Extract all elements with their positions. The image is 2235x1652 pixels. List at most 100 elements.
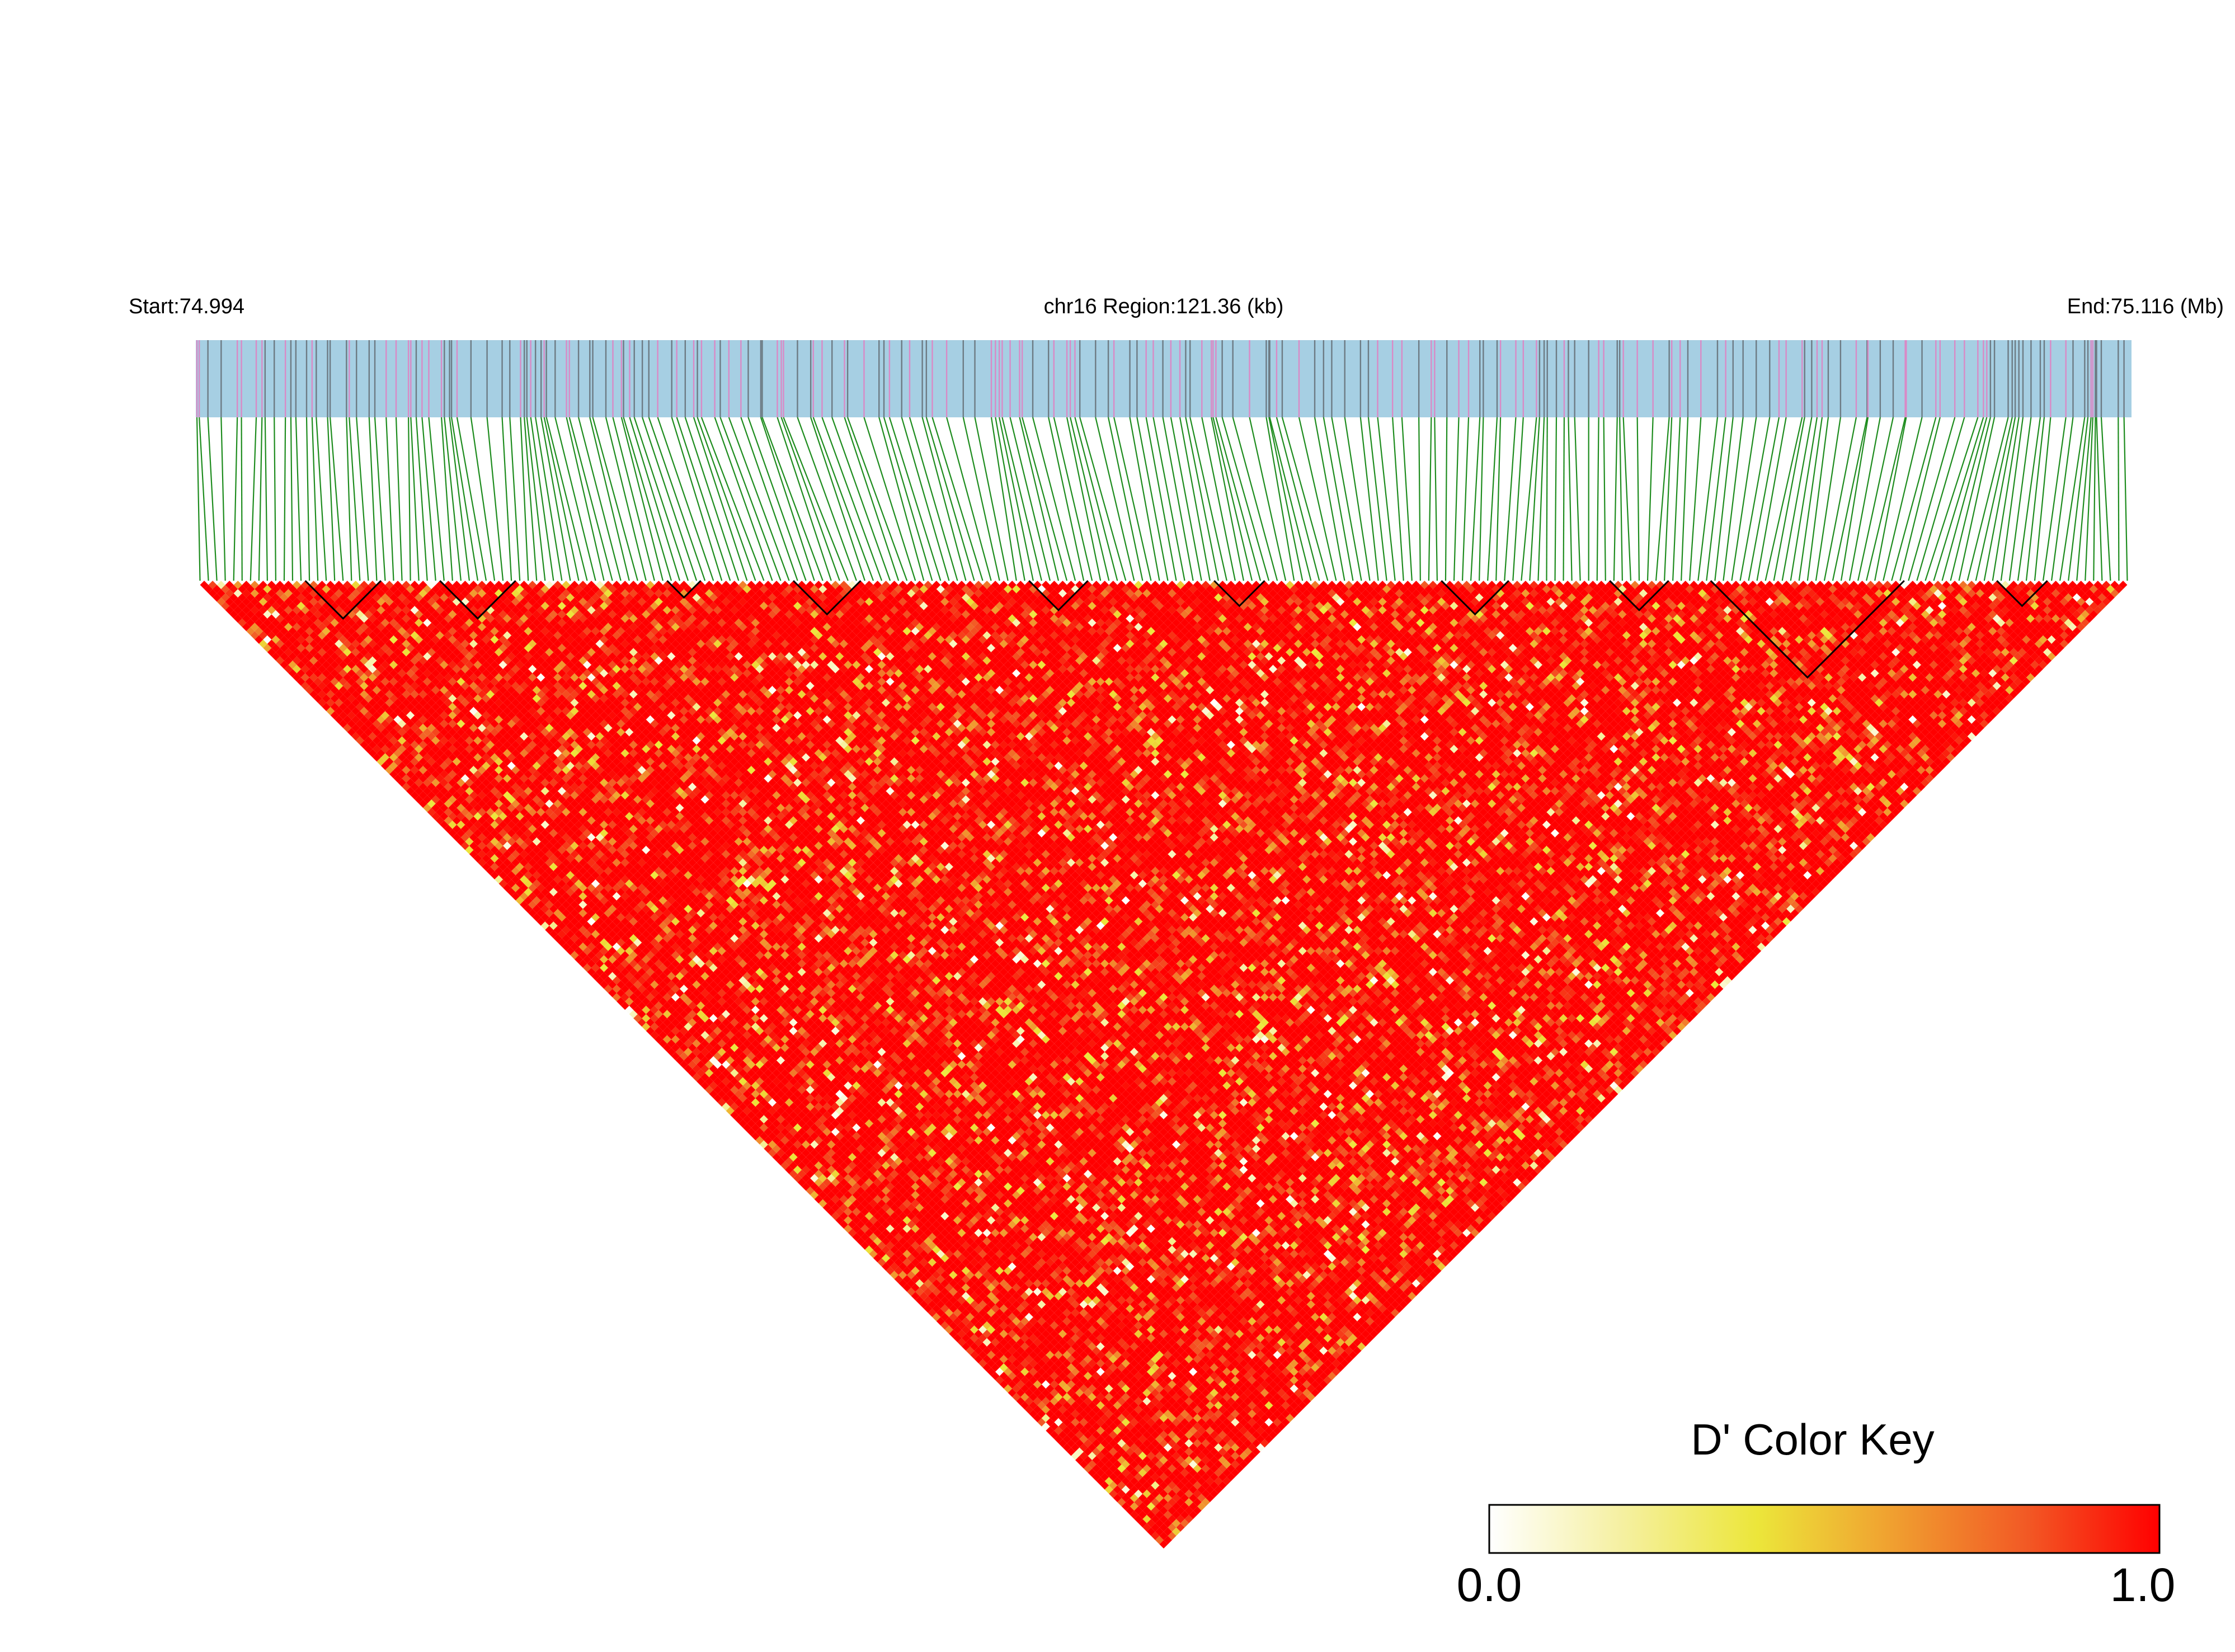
ld-cell — [1041, 1405, 1050, 1414]
snp-connector-line — [780, 417, 840, 581]
snp-connector-line — [1136, 417, 1169, 581]
ld-cell — [490, 854, 499, 863]
snp-connector-line — [450, 417, 479, 581]
snp-connector-line — [1815, 417, 1841, 581]
ld-cell — [810, 1174, 819, 1183]
snp-connector-line — [501, 417, 512, 581]
ld-cell — [600, 955, 609, 964]
ld-cell — [806, 1170, 815, 1179]
ld-cell — [322, 677, 331, 686]
ld-cell — [877, 1258, 886, 1267]
ld-cell — [267, 623, 276, 632]
ld-cell — [372, 728, 381, 737]
snp-connector-line — [2034, 417, 2052, 581]
snp-connector-line — [1823, 417, 1857, 581]
ld-cell — [852, 1224, 861, 1233]
ld-cell — [600, 980, 609, 989]
ld-cell — [839, 1220, 848, 1229]
snp-connector-line — [1806, 417, 1829, 581]
snp-connector-line — [1418, 417, 1421, 581]
snp-connector-line — [1470, 417, 1481, 581]
ld-cell — [747, 1110, 756, 1119]
snp-connector-line — [2123, 417, 2128, 581]
ld-cell — [600, 972, 609, 981]
ld-cell — [347, 728, 356, 737]
ld-cell — [915, 1287, 924, 1296]
snp-connector-line — [1663, 417, 1673, 581]
ld-cell — [242, 606, 251, 615]
ld-cell — [932, 1312, 941, 1321]
ld-cell — [797, 1161, 806, 1170]
ld-cell — [864, 1245, 873, 1254]
ld-cell — [1046, 1409, 1055, 1418]
ld-cell — [777, 1157, 785, 1166]
ld-cell — [818, 1182, 827, 1191]
ld-cell — [970, 1334, 979, 1343]
ld-cell — [953, 1325, 962, 1334]
snp-connector-line — [1179, 417, 1211, 581]
ld-cell — [1058, 1430, 1067, 1439]
snp-connector-line — [1874, 417, 1907, 581]
ld-cell — [566, 947, 575, 956]
snp-connector-line — [747, 417, 807, 581]
ld-cell — [1096, 1460, 1105, 1469]
snp-connector-line — [883, 417, 933, 581]
snp-connector-line — [395, 417, 403, 581]
ld-cell — [393, 749, 402, 757]
ld-cell — [1024, 1405, 1033, 1414]
snp-connector-line — [1401, 417, 1413, 581]
snp-connector-line — [1603, 417, 1606, 581]
ld-cell — [1104, 1477, 1113, 1486]
snp-connector-line — [697, 417, 756, 581]
ld-cell — [1004, 1384, 1013, 1393]
ld-cell — [940, 1321, 949, 1330]
snp-connector-line — [421, 417, 436, 581]
snp-connector-line — [1269, 417, 1312, 581]
snp-connector-line — [1479, 417, 1484, 581]
ld-cell — [827, 1190, 836, 1199]
snp-connector-line — [1331, 417, 1362, 581]
ld-cell — [873, 1237, 882, 1246]
snp-connector-line — [1074, 417, 1118, 581]
ld-cell — [772, 1152, 781, 1161]
ld-cell — [802, 1182, 811, 1191]
snp-connector-line — [233, 417, 238, 581]
snp-connector-line — [1655, 417, 1670, 581]
snp-connector-line — [714, 417, 773, 581]
ld-cell — [1084, 1456, 1093, 1465]
snp-connector-line — [2096, 417, 2103, 581]
ld-cell — [961, 1325, 970, 1334]
snp-connector-line — [1916, 417, 1965, 581]
snp-connector-line — [847, 417, 908, 581]
snp-connector-line — [1697, 417, 1719, 581]
ld-cell — [940, 1312, 949, 1321]
ld-cell — [915, 1279, 924, 1288]
snp-connector-line — [1596, 417, 1599, 581]
ld-cell — [1016, 1380, 1025, 1389]
snp-position-track — [196, 340, 2132, 417]
snp-connector-line — [931, 417, 984, 581]
snp-connector-line — [1521, 417, 1537, 581]
ld-cell — [1062, 1443, 1071, 1452]
ld-cell — [393, 757, 402, 766]
ld-cell — [882, 1254, 891, 1263]
snp-connector-line — [1268, 417, 1304, 581]
ld-cell — [1092, 1456, 1101, 1465]
snp-connector-line — [589, 417, 630, 581]
ld-cell — [780, 1144, 789, 1153]
ld-cell — [1050, 1422, 1058, 1431]
snp-connector-line — [327, 417, 336, 581]
snp-connector-line — [946, 417, 992, 581]
ld-cell — [469, 825, 478, 834]
ld-cell — [822, 1195, 831, 1204]
ld-cell — [856, 1237, 865, 1246]
ld-cell — [869, 1249, 878, 1258]
ld-cell — [995, 1376, 1004, 1385]
snp-connector-line — [2118, 417, 2120, 581]
ld-cell — [1117, 1489, 1126, 1498]
ld-cell — [267, 648, 276, 657]
snp-connector-line — [1613, 417, 1618, 581]
ld-cell — [297, 669, 305, 677]
ld-cell — [848, 1220, 857, 1229]
